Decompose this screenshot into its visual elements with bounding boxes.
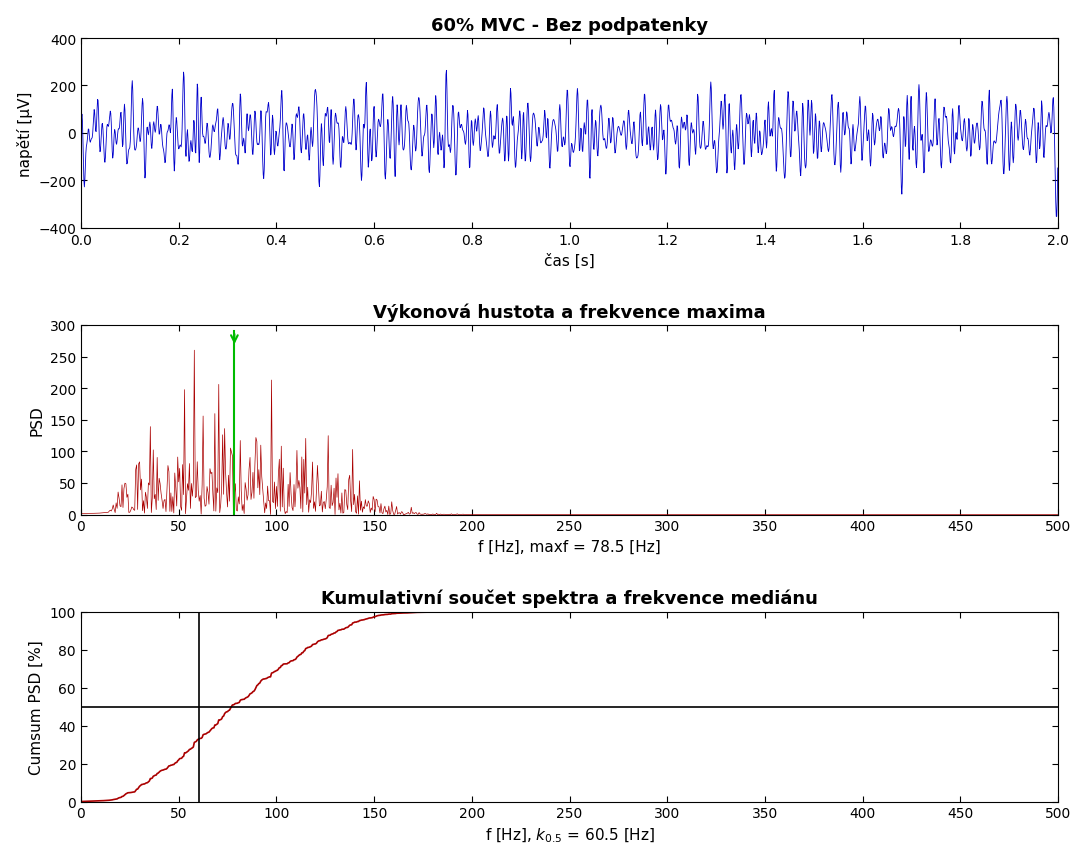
- Y-axis label: Cumsum PSD [%]: Cumsum PSD [%]: [29, 640, 45, 774]
- X-axis label: f [Hz], maxf = 78.5 [Hz]: f [Hz], maxf = 78.5 [Hz]: [479, 539, 660, 554]
- Title: 60% MVC - Bez podpatenky: 60% MVC - Bez podpatenky: [431, 16, 708, 34]
- X-axis label: čas [s]: čas [s]: [544, 253, 595, 268]
- X-axis label: f [Hz], $k_{0.5}$ = 60.5 [Hz]: f [Hz], $k_{0.5}$ = 60.5 [Hz]: [484, 826, 655, 845]
- Title: Výkonová hustota a frekvence maxima: Výkonová hustota a frekvence maxima: [373, 303, 766, 321]
- Title: Kumulativní součet spektra a frekvence mediánu: Kumulativní součet spektra a frekvence m…: [321, 589, 818, 608]
- Y-axis label: napětí [μV]: napětí [μV]: [16, 91, 33, 177]
- Y-axis label: PSD: PSD: [29, 405, 45, 436]
